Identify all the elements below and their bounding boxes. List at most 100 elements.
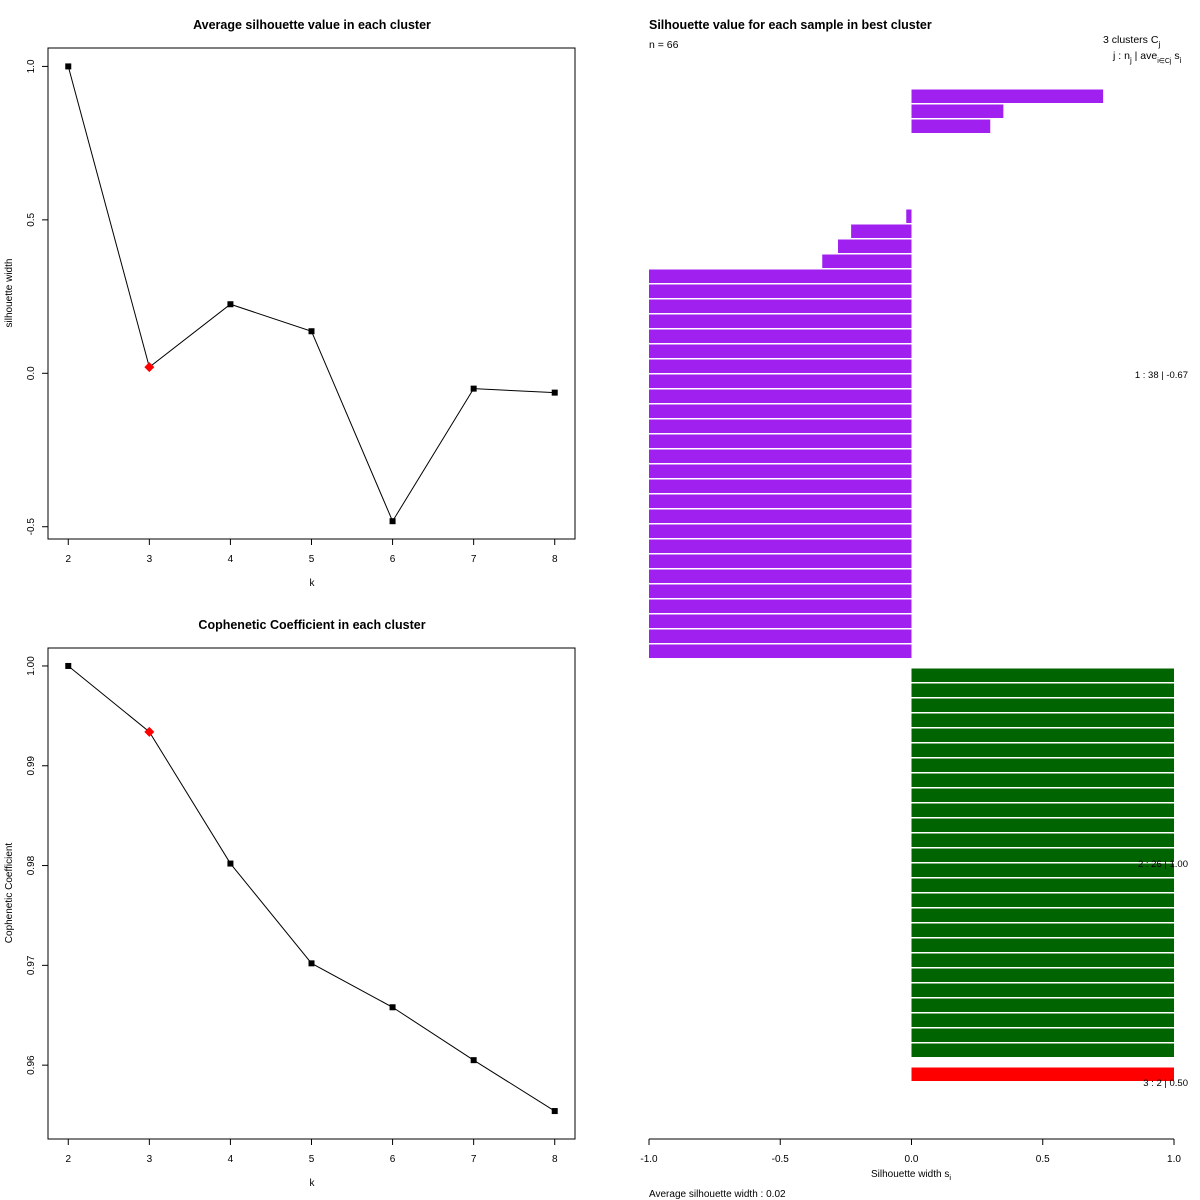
silhouette-bar: [649, 494, 912, 508]
silhouette-bar: [911, 728, 1174, 742]
silhouette-bar: [649, 359, 912, 373]
silhouette-bar: [911, 1043, 1174, 1057]
data-point: [227, 301, 234, 308]
chart-marks: 2 3 4 5 6 7 8 0.96 0.97 0.98 0.99 1.00: [26, 656, 558, 1165]
x-tick-label: 5: [309, 554, 315, 565]
silhouette-bar: [906, 209, 912, 223]
cluster-label: 1 : 38 | -0.67: [1135, 370, 1188, 381]
silhouette-bar: [649, 569, 912, 583]
y-axis-label: silhouette width: [4, 259, 15, 328]
x-tick-label: 0.5: [1036, 1154, 1050, 1165]
y-tick-label: 1.00: [26, 656, 37, 676]
data-point: [551, 1108, 558, 1115]
x-axis-label: Silhouette width si: [871, 1169, 951, 1182]
silhouette-bar: [649, 644, 912, 658]
x-axis-label: k: [310, 578, 316, 589]
silhouette-bar: [911, 893, 1174, 907]
silhouette-bar: [911, 743, 1174, 757]
data-point: [551, 389, 558, 396]
y-axis-label: Cophenetic Coefficient: [4, 843, 15, 944]
silhouette-bar: [649, 374, 912, 388]
x-tick-label: 0.0: [905, 1154, 919, 1165]
y-tick-label: 0.96: [26, 1055, 37, 1075]
x-tick-label: 3: [147, 554, 153, 565]
silhouette-bar: [649, 314, 912, 328]
silhouette-bar: [838, 239, 912, 253]
x-tick-label: 6: [390, 554, 396, 565]
y-tick-label: 1.0: [26, 59, 37, 73]
silhouette-bar: [911, 833, 1174, 847]
x-tick-label: -0.5: [772, 1154, 790, 1165]
highlight-point: [144, 362, 155, 373]
x-tick-label: 8: [552, 554, 558, 565]
x-tick-label: 2: [65, 1154, 71, 1165]
data-point: [308, 960, 315, 967]
silhouette-bar: [911, 1013, 1174, 1027]
column-header: j : nj | avei∈Cj si: [1112, 50, 1182, 65]
silhouette-bar: [911, 863, 1174, 877]
silhouette-bar: [911, 983, 1174, 997]
silhouette-bar: [911, 104, 1004, 118]
silhouette-bar: [911, 908, 1174, 922]
data-point: [389, 518, 396, 525]
x-axis-ticks: -1.0 -0.5 0.0 0.5 1.0: [640, 1139, 1181, 1165]
silhouette-bar: [911, 668, 1174, 682]
silhouette-bar: [649, 464, 912, 478]
y-tick-label: 0.98: [26, 855, 37, 875]
silhouette-bar: [911, 1028, 1174, 1042]
silhouette-bar: [911, 788, 1174, 802]
silhouette-bar: [911, 998, 1174, 1012]
data-point: [65, 63, 72, 70]
chart-title: Average silhouette value in each cluster: [193, 18, 431, 32]
silhouette-bar: [911, 938, 1174, 952]
silhouette-bar: [911, 773, 1174, 787]
silhouette-bar: [649, 449, 912, 463]
silhouette-bar: [911, 1067, 1174, 1081]
silhouette-bar: [649, 269, 912, 283]
silhouette-bar: [649, 284, 912, 298]
data-point: [308, 328, 315, 335]
silhouette-bar: [911, 698, 1174, 712]
silhouette-bar: [911, 803, 1174, 817]
data-point: [470, 385, 477, 392]
silhouette-bar: [649, 599, 912, 613]
silhouette-bar: [911, 683, 1174, 697]
clusters-header: 3 clusters Cj: [1103, 34, 1160, 49]
bar-marks: 1 : 38 | -0.67 2 : 26 | 1.00 3 : 2 | 0.50: [649, 89, 1188, 1089]
sample-count: n = 66: [649, 39, 679, 51]
x-tick-label: 7: [471, 554, 477, 565]
x-tick-label: -1.0: [640, 1154, 658, 1165]
data-point: [470, 1057, 477, 1064]
x-tick-label: 6: [390, 1154, 396, 1165]
x-tick-label: 4: [228, 1154, 234, 1165]
series-line: [67, 66, 555, 523]
cluster-label: 2 : 26 | 1.00: [1138, 859, 1188, 870]
series-line: [67, 665, 555, 1112]
data-point: [389, 1004, 396, 1011]
silhouette-bar: [649, 524, 912, 538]
silhouette-bar: [649, 419, 912, 433]
silhouette-bar: [649, 509, 912, 523]
silhouette-bar: [911, 953, 1174, 967]
cluster-label: 3 : 2 | 0.50: [1143, 1078, 1188, 1089]
silhouette-bar: [649, 344, 912, 358]
x-tick-label: 8: [552, 1154, 558, 1165]
silhouette-bar: [911, 818, 1174, 832]
silhouette-bar: [649, 539, 912, 553]
x-tick-label: 3: [147, 1154, 153, 1165]
x-tick-label: 2: [65, 554, 71, 565]
silhouette-bar: [649, 329, 912, 343]
x-tick-label: 1.0: [1167, 1154, 1181, 1165]
x-tick-label: 7: [471, 1154, 477, 1165]
silhouette-bar: [649, 629, 912, 643]
silhouette-bar: [911, 119, 991, 133]
silhouette-bar-plot: Silhouette value for each sample in best…: [640, 18, 1188, 1200]
silhouette-bar: [911, 923, 1174, 937]
x-tick-label: 4: [228, 554, 234, 565]
y-tick-label: 0.5: [26, 212, 37, 226]
silhouette-bar: [911, 89, 1104, 103]
silhouette-bar: [649, 554, 912, 568]
data-point: [227, 860, 234, 867]
y-tick-label: -0.5: [26, 518, 37, 536]
silhouette-bar: [649, 389, 912, 403]
